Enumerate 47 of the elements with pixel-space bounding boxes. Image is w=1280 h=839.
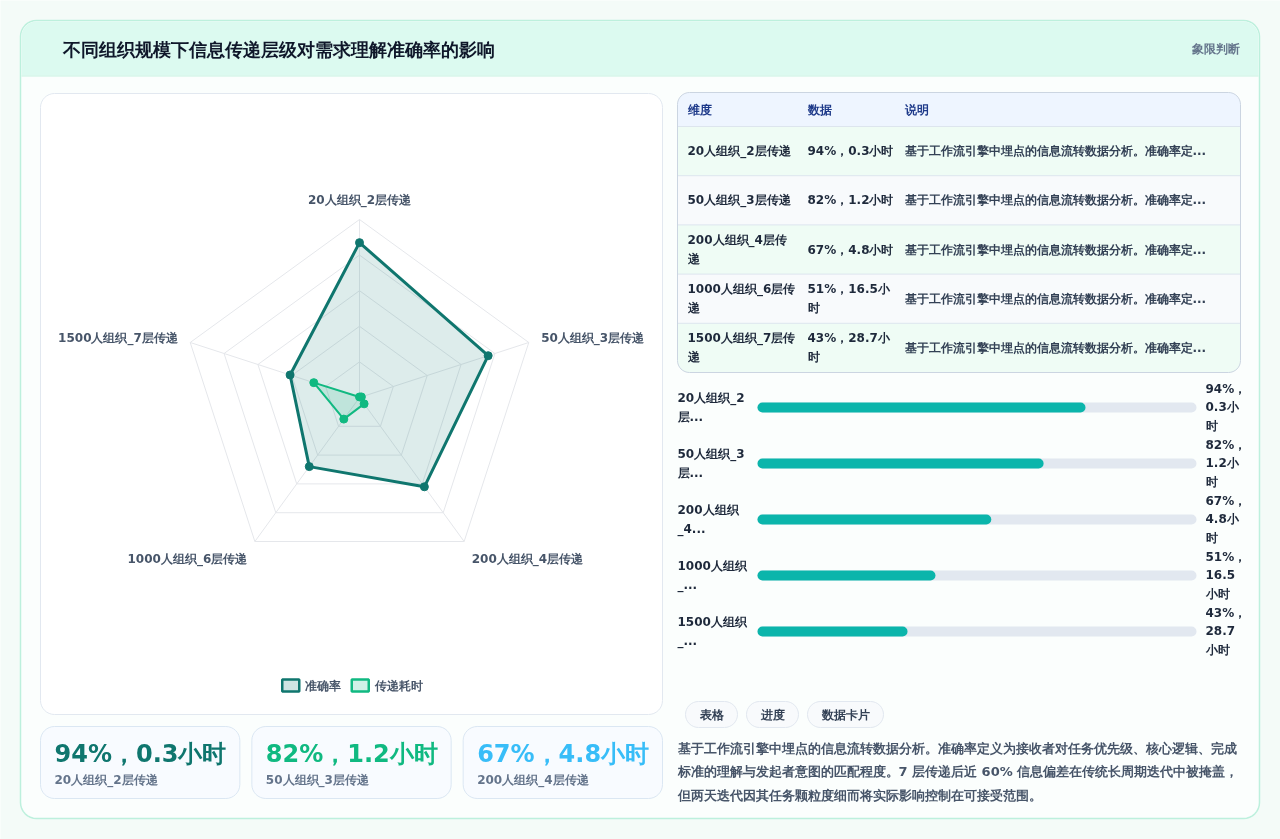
spoke-label: 1500人组织_7层传递 [58, 331, 179, 347]
category-label: 数据卡片 [820, 707, 870, 722]
text: 200人组织_4层传递 [686, 233, 787, 266]
text: 94%，0.3小时 [54, 739, 227, 768]
spoke-label: 1000人组织_6层传递 [127, 552, 249, 568]
text: 82%，1.2小时 [807, 193, 894, 208]
text: 基于工作流引擎中埋点的信息流转数据分析。准确率定... [903, 242, 1207, 257]
data-label: 82%，1.2小时 [1205, 438, 1247, 489]
text: 基于工作流引擎中埋点的信息流转数据分析。准确率定... [903, 193, 1207, 208]
text: 82%，1.2小时 [265, 739, 438, 768]
data-label: 94%，0.3小时 [1205, 382, 1247, 433]
text: 43%，28.7小时 [807, 331, 891, 365]
category-label: 表格 [698, 707, 725, 722]
text: 1000人组织_6层传递 [686, 282, 796, 316]
text: 51%，16.5小时 [807, 282, 891, 316]
category-label: 50人组织_3层传递 [265, 772, 370, 788]
spoke-label: 200人组织_4层传递 [471, 552, 585, 568]
data-label: 43%，28.7小时 [1204, 606, 1247, 657]
legend-label: 准确率 [305, 678, 342, 693]
y-tick-label: 200人组织_4... [677, 503, 740, 537]
text: 67%，4.8小时 [477, 739, 650, 768]
category-label: 维度 [686, 102, 712, 117]
y-tick-label: 20人组织_2层... [676, 391, 745, 424]
spoke-label: 20人组织_2层传递 [307, 192, 413, 208]
text: 1500人组织_7层传递 [686, 331, 796, 365]
legend-label: 传递耗时 [373, 678, 423, 693]
text: 50人组织_3层传递 [687, 193, 792, 209]
spoke-label: 50人组织_3层传递 [541, 331, 646, 347]
category-label: 说明 [903, 102, 929, 117]
category-label: 200人组织_4层传递 [477, 772, 590, 788]
data-label: 67%，4.8小时 [1205, 494, 1247, 545]
text: 基于工作流引擎中埋点的信息流转数据分析。准确率定义为接收者对任务优先级、核心逻辑、完成标准的理解与发起者意图的匹配程度。7 层传递后近 60% 信息偏差在传统长周期迭代中被掩盖，但两天迭代因其任务颗粒度细而将实际影响控制在可接受范围。 [676, 740, 1239, 803]
text: 基于工作流引擎中埋点的信息流转数据分析。准确率定... [903, 291, 1207, 306]
y-tick-label: 1000人组织_... [677, 559, 748, 593]
text: 67%，4.8小时 [807, 242, 894, 257]
text: 基于工作流引擎中埋点的信息流转数据分析。准确率定... [903, 144, 1207, 159]
text: 94%，0.3小时 [807, 144, 894, 159]
y-tick-label: 50人组织_3层... [676, 447, 745, 480]
category-label: 数据 [806, 102, 832, 117]
category-label: 20人组织_2层传递 [54, 772, 159, 788]
text: 基于工作流引擎中埋点的信息流转数据分析。准确率定... [903, 340, 1207, 355]
text: 不同组织规模下信息传递层级对需求理解准确率的影响 [61, 38, 495, 60]
category-label: 进度 [759, 707, 785, 722]
data-label: 51%，16.5小时 [1204, 550, 1247, 601]
text: 20人组织_2层传递 [687, 144, 792, 160]
y-tick-label: 1500人组织_... [677, 615, 748, 649]
text: 象限判断 [1190, 42, 1240, 56]
